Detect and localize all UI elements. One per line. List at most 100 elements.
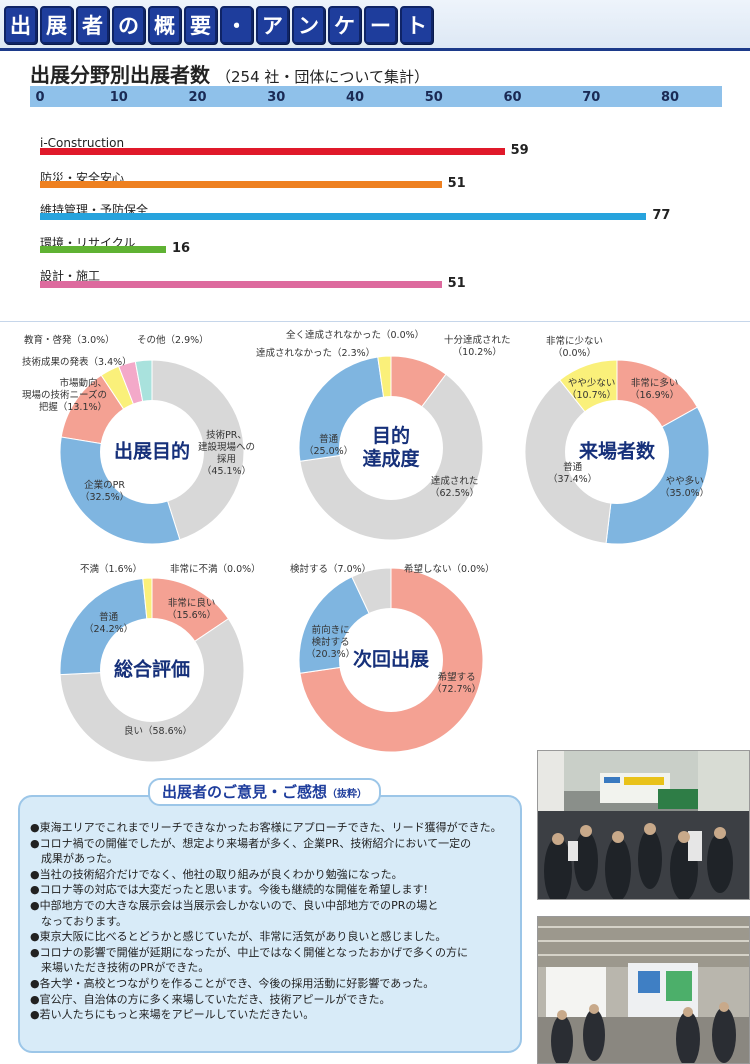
donut-annotation-line: 市場動向、 — [59, 378, 108, 389]
title-tile: 概 — [148, 6, 181, 44]
axis-tick-label: 10 — [109, 90, 128, 105]
bar — [40, 148, 505, 155]
donut-annotation-line: 良い（58.6%） — [124, 726, 193, 737]
donut-annotation-line: 達成された — [430, 476, 479, 487]
title-tile: ト — [400, 6, 433, 44]
bar — [40, 181, 442, 188]
axis-tick-label: 80 — [660, 90, 680, 105]
donut-annotation-line: 全く達成されなかった（0.0%） — [286, 330, 425, 341]
donut-annotation: 市場動向、 現場の技術ニーズの 把握（13.1%） — [22, 378, 107, 414]
donut-annotation: 普通 （24.2%） — [84, 612, 133, 636]
donut-annotation-line: 希望しない（0.0%） — [404, 564, 495, 575]
donut-hole — [339, 608, 443, 712]
comment-line: ●官公庁、自治体の方に多く来場していただき、技術アピールができた。 — [30, 992, 391, 1006]
donut-title-line: 次回出展 — [352, 648, 429, 671]
comment-line: ●各大学・高校とつながりを作ることができ、今後の採用活動に好影響であった。 — [30, 976, 435, 990]
donut-annotation: 技術PR、 建設現場への 採用 （45.1%） — [198, 430, 255, 478]
donut-annotation: 良い（58.6%） — [124, 726, 192, 738]
comment-line: ●コロナ禍での開催でしたが、想定より来場者が多く、企業PR、技術紹介において一定… — [30, 836, 472, 850]
donut-annotation: 達成された （62.5%） — [430, 476, 479, 500]
donut-title-line: 来場者数 — [578, 440, 655, 463]
comment-line: ●若い人たちにもっと来場をアピールしていただきたい。 — [30, 1008, 315, 1022]
donut-annotation: 非常に不満（0.0%） — [170, 564, 261, 576]
comment-line: なっております。 — [30, 914, 128, 928]
donut-annotation: 企業のPR （32.5%） — [80, 480, 129, 504]
axis-tick-label: 70 — [582, 90, 601, 105]
bar-value-label: 59 — [510, 143, 529, 158]
comment-item: ●官公庁、自治体の方に多く来場していただき、技術アピールができた。 — [30, 992, 510, 1008]
donut-annotation-line: （24.2%） — [84, 624, 134, 635]
donut-annotation-line: （62.5%） — [430, 488, 480, 499]
donut-annotation-line: （32.5%） — [80, 492, 130, 503]
donut-annotation-line: 建設現場への — [198, 442, 256, 453]
title-tile: 者 — [76, 6, 109, 44]
donut-hole — [100, 400, 204, 504]
comments-title-text: 出展者のご意見・ご感想 — [162, 783, 328, 801]
donut-annotation: 普通 （25.0%） — [304, 434, 353, 458]
comment-line: ●中部地方での大きな展示会は当展示会しかないので、良い中部地方でのPRの場と — [30, 898, 439, 912]
donut-annotation-line: （35.0%） — [660, 488, 710, 499]
page-title: 出展者の概要・アンケート — [4, 6, 433, 44]
axis-scale-bar — [30, 86, 722, 107]
donut-annotation: 全く達成されなかった（0.0%） — [286, 330, 424, 342]
comment-line: ●当社の技術紹介だけでなく、他社の取り組みが良くわかり勉強になった。 — [30, 867, 403, 881]
donut-title-line: 目的 — [371, 425, 410, 447]
exhibition-photo-1 — [537, 750, 750, 900]
comment-line: ●東京大阪に比べるとどうかと感じていたが、非常に活気があり良いと感じました。 — [30, 930, 447, 944]
exhibition-photo-2 — [537, 916, 750, 1064]
bar — [40, 246, 166, 253]
donut-title: 目的 達成度 — [347, 425, 435, 471]
comment-item: ●コロナ等の対応では大変だったと思います。今後も継続的な開催を希望します! — [30, 882, 510, 898]
title-tile: 要 — [184, 6, 217, 44]
donut-annotation: 普通 （37.4%） — [548, 462, 597, 486]
donut-annotation: 技術成果の発表（3.4%） — [22, 357, 132, 369]
donut-annotation-line: （20.3%） — [306, 649, 356, 660]
donut-annotation-line: その他（2.9%） — [137, 335, 209, 346]
bar-section-note: （254 社・団体について集計） — [216, 68, 429, 86]
section-divider — [0, 321, 750, 322]
bar-value-label: 16 — [172, 241, 191, 256]
donut-annotation: 非常に少ない （0.0%） — [546, 336, 603, 360]
donut-annotation-line: 技術PR、 — [206, 430, 247, 441]
comment-item: ●中部地方での大きな展示会は当展示会しかないので、良い中部地方でのPRの場と な… — [30, 898, 510, 929]
donut-hole — [339, 396, 443, 500]
donut-annotation: 不満（1.6%） — [80, 564, 142, 576]
donut-annotation: 検討する（7.0%） — [290, 564, 371, 576]
donut-title-line: 総合評価 — [113, 658, 190, 681]
donut-annotation-line: やや多い — [665, 476, 704, 487]
comment-item: ●東京大阪に比べるとどうかと感じていたが、非常に活気があり良いと感じました。 — [30, 929, 510, 945]
comment-item: ●各大学・高校とつながりを作ることができ、今後の採用活動に好影響であった。 — [30, 976, 510, 992]
donut-annotation-line: 非常に不満（0.0%） — [170, 564, 261, 575]
donut-annotation-line: （10.2%） — [452, 347, 502, 358]
donut-annotation-line: 普通 — [319, 434, 339, 445]
donut-annotation: 教育・啓発（3.0%） — [24, 335, 115, 347]
donut-annotation-line: （45.1%） — [201, 466, 252, 477]
comments-title: 出展者のご意見・ご感想（抜粋） — [148, 778, 382, 806]
title-tile: ・ — [220, 6, 253, 44]
title-tile: ケ — [328, 6, 361, 44]
comment-line: ●東海エリアでこれまでリーチできなかったお客様にアプローチできた、リード獲得がで… — [30, 821, 502, 834]
bar-section-title: 出展分野別出展者数 （254 社・団体について集計） — [30, 59, 429, 88]
axis-tick-label: 0 — [35, 90, 45, 105]
donut-annotation: 十分達成された （10.2%） — [444, 335, 511, 359]
exhibition-photo-2-image — [538, 917, 749, 1063]
donut-annotation-line: （16.9%） — [630, 390, 680, 401]
comment-item: ●若い人たちにもっと来場をアピールしていただきたい。 — [30, 1007, 510, 1023]
comment-line: ●コロナの影響で開催が延期になったが、中止ではなく開催となったおかげで多くの方に — [30, 945, 469, 959]
axis-tick-label: 50 — [424, 90, 443, 105]
donut-annotation-line: 非常に多い — [630, 378, 679, 389]
donut-annotation-line: 教育・啓発（3.0%） — [24, 335, 115, 346]
bar-category-label: 設計・施工 — [40, 269, 101, 283]
donut-annotation: やや多い （35.0%） — [660, 476, 709, 500]
comment-item: ●東海エリアでこれまでリーチできなかったお客様にアプローチできた、リード獲得がで… — [30, 820, 510, 836]
exhibition-photo-1-image — [538, 751, 749, 899]
donut-title: 総合評価 — [108, 659, 196, 682]
bar-value-label: 51 — [447, 176, 466, 191]
donut-annotation-line: （0.0%） — [552, 348, 597, 359]
donut-title-line: 達成度 — [362, 448, 420, 470]
donut-annotation-line: 現場の技術ニーズの — [22, 390, 108, 401]
comment-item: ●コロナ禍での開催でしたが、想定より来場者が多く、企業PR、技術紹介において一定… — [30, 836, 510, 867]
donut-annotation-line: 把握（13.1%） — [38, 402, 108, 413]
title-tile: の — [112, 6, 145, 44]
donut-annotation-line: 採用 — [217, 454, 237, 465]
